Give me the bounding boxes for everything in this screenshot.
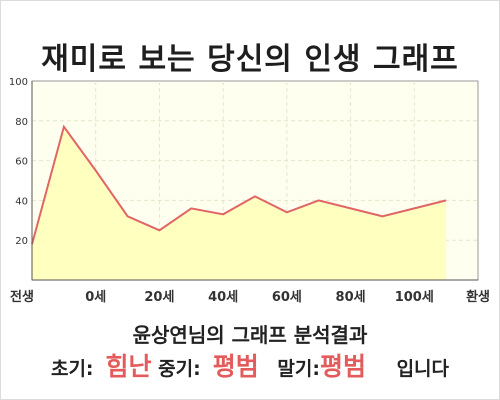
y-tick-label: 100 (9, 77, 28, 88)
late-value: 평범 (319, 352, 366, 381)
x-tick-label: 환생 (466, 289, 490, 305)
y-tick-label: 20 (15, 236, 28, 247)
page-title: 재미로 보는 당신의 인생 그래프 (41, 42, 459, 77)
x-tick-label: 0세 (85, 290, 106, 305)
mid-value: 평범 (212, 352, 259, 381)
y-axis-ticks: 20 40 60 80 100 (9, 77, 28, 247)
x-tick-label: 20세 (144, 290, 174, 305)
mid-label: 중기: (158, 358, 201, 380)
result-ending: 입니다 (396, 358, 450, 380)
late-label: 말기: (277, 358, 320, 380)
life-graph-chart: 20 40 60 80 100 전생 0세 20세 40세 60세 80세 100세 환생 (9, 77, 490, 305)
y-tick-label: 80 (15, 117, 28, 128)
y-tick-label: 40 (15, 196, 28, 207)
x-tick-label: 60세 (272, 290, 302, 305)
y-tick-label: 60 (15, 157, 28, 168)
life-line (31, 124, 447, 245)
x-axis-ticks: 전생 0세 20세 40세 60세 80세 100세 환생 (10, 289, 490, 305)
analysis-subtitle: 윤상연님의 그래프 분석결과 (132, 323, 368, 347)
x-tick-label: 전생 (10, 289, 34, 305)
early-value: 힘난 (105, 352, 152, 381)
x-tick-label: 100세 (395, 290, 434, 305)
x-tick-label: 80세 (336, 290, 366, 305)
early-label: 초기: (50, 358, 94, 380)
analysis-result: 초기: 힘난 중기: 평범 말기:평범 입니다 (0, 347, 500, 383)
x-tick-label: 40세 (208, 290, 238, 305)
area-fill (32, 126, 447, 280)
